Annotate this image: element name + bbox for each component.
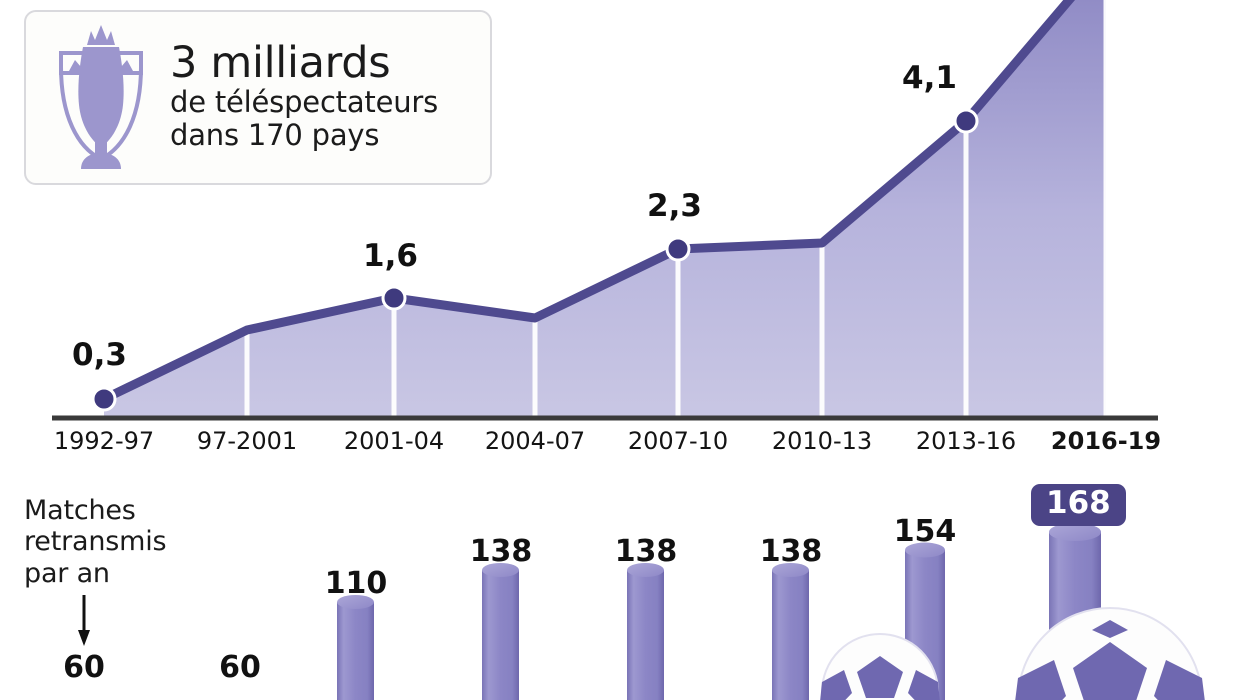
trophy-icon (42, 18, 160, 178)
caption-line-3: par an (24, 557, 110, 589)
point-label-1992-97: 0,3 (72, 337, 127, 373)
point-label-2013-16: 4,1 (902, 60, 957, 96)
point-label-2007-10: 2,3 (647, 188, 702, 224)
area-gridlines (244, 0, 1109, 418)
x-label-2004-07: 2004-07 (484, 427, 586, 455)
soccer-ball-icon-small (820, 633, 940, 700)
bar-label-2010-13: 138 (759, 534, 823, 569)
callout-text-block: 3 milliards de téléspectateurs dans 170 … (170, 37, 439, 153)
x-label-2001-04: 2001-04 (343, 427, 445, 455)
down-arrow-icon (78, 595, 90, 646)
point-label-2001-04: 1,6 (363, 238, 418, 274)
bar-2004-07 (482, 563, 519, 700)
caption-line-1: Matches (24, 495, 136, 526)
x-label-2007-10: 2007-10 (627, 427, 729, 455)
bar-2001-04 (337, 595, 374, 700)
bar-label-1992-97: 60 (63, 650, 105, 685)
bar-2007-10 (627, 563, 664, 700)
callout-subline-2: dans 170 pays (170, 118, 380, 153)
status-badge-168: 168 (1031, 484, 1126, 526)
area-line (99, 0, 1076, 404)
area-fill (104, 0, 1106, 418)
area-chart-svg (52, 0, 1158, 421)
x-label-1992-97: 1992-97 (53, 427, 155, 455)
bar-label-2004-07: 138 (469, 534, 533, 569)
area-markers (91, 108, 979, 412)
bar-2010-13 (772, 563, 809, 700)
x-label-2010-13: 2010-13 (771, 427, 873, 455)
x-label-2016-19: 2016-19 (1050, 427, 1162, 455)
bar-chart-caption: Matches retransmis par an (24, 495, 167, 589)
bar-label-2013-16: 154 (893, 514, 957, 549)
audience-area-chart: 0,3 1,6 2,3 4,1 1992-97 97-2001 2001-04 … (52, 0, 1162, 455)
callout-headline: 3 milliards (170, 37, 391, 88)
bar-label-2001-04: 110 (324, 566, 388, 601)
soccer-ball-icon-large (1015, 607, 1205, 700)
bar-label-97-2001: 60 (219, 650, 261, 685)
callout-subline-1: de téléspectateurs (170, 84, 439, 119)
x-label-2013-16: 2013-16 (915, 427, 1017, 455)
bar-label-2007-10: 138 (614, 534, 678, 569)
x-label-97-2001: 97-2001 (196, 427, 298, 455)
matches-bar-chart: Matches retransmis par an (0, 470, 1248, 700)
bar-chart-svg (78, 523, 1205, 700)
callout-box: 3 milliards de téléspectateurs dans 170 … (24, 10, 492, 185)
caption-line-2: retransmis (24, 526, 167, 558)
